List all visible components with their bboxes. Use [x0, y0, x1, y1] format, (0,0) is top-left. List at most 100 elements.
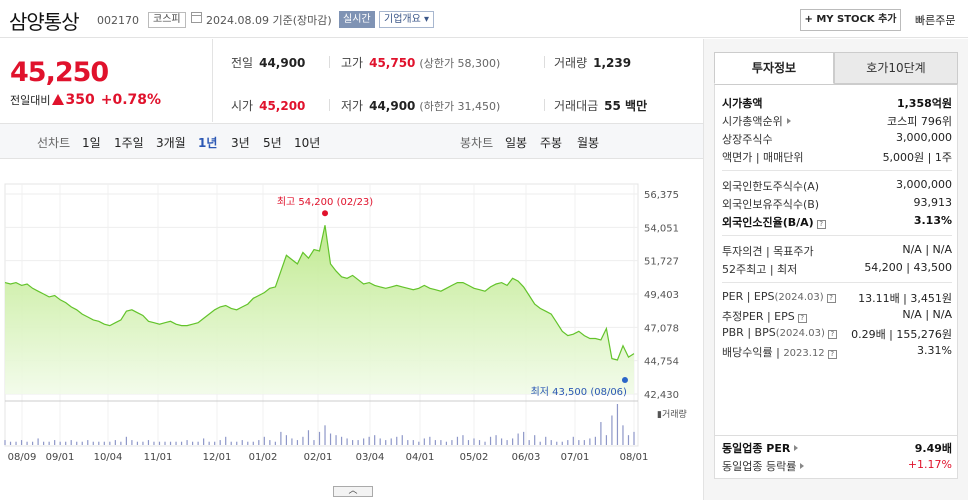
info-row: 배당수익률 | 2023.12? 3.31% [722, 344, 952, 362]
change-value: 350 [65, 92, 95, 108]
help-icon[interactable]: ? [816, 220, 826, 229]
x-tick-label: 01/02 [249, 452, 278, 463]
volume-bar [15, 441, 17, 445]
volume-bar [302, 436, 304, 445]
volume-bar [379, 438, 381, 445]
low-label: 최저 43,500 (08/06) [531, 386, 627, 398]
stat-high: 고가 45,750 (상한가 58,300) [341, 56, 501, 70]
tab-3m[interactable]: 3개월 [156, 136, 186, 150]
tab-5y[interactable]: 5년 [263, 136, 282, 150]
volume-bar [583, 440, 585, 445]
chart-resize-handle[interactable]: ︿ [333, 486, 373, 497]
info-row-label: 외국인소진율(B/A)? [722, 214, 826, 230]
info-row: 외국인보유주식수(B) 93,913 [722, 196, 952, 214]
help-icon[interactable]: ? [797, 314, 807, 323]
help-icon[interactable]: ? [827, 350, 837, 359]
realtime-button[interactable]: 실시간 [339, 11, 375, 28]
corp-info-dropdown[interactable]: 기업개요 ▾ [379, 11, 434, 28]
tab-daily[interactable]: 일봉 [505, 136, 528, 150]
volume-bar [445, 441, 448, 445]
info-row-value: 93,913 [913, 196, 953, 209]
volume-bar [633, 431, 635, 445]
tab-weekly[interactable]: 주봉 [540, 136, 563, 150]
volume-bar [219, 440, 221, 445]
volume-label: ▮거래량 [657, 408, 687, 420]
tab-1y[interactable]: 1년 [198, 136, 218, 150]
arrow-right-icon[interactable] [800, 463, 805, 469]
info-row-label: 외국인보유주식수(B) [722, 198, 820, 211]
quick-order-link[interactable]: 빠른주문 [915, 14, 956, 27]
volume-bar [556, 441, 558, 445]
volume-bar [418, 441, 420, 445]
info-row-value: 1,358억원 [896, 97, 952, 110]
info-row: 외국인한도주식수(A) 3,000,000 [722, 178, 952, 196]
volume-bar [324, 425, 326, 445]
y-tick-label: 42,430 [644, 390, 679, 401]
x-tick-label: 10/04 [94, 452, 123, 463]
help-icon[interactable]: ? [827, 330, 837, 339]
market-badge: 코스피 [148, 12, 186, 28]
volume-bar [429, 436, 431, 445]
volume-bar [407, 440, 409, 445]
volume-bar [462, 435, 464, 445]
volume-bar [578, 440, 580, 445]
volume-bar [627, 435, 630, 445]
volume-bar [54, 440, 56, 445]
sector-info-body: 동일업종 PER 9.49배 동일업종 등락률 +1.17% [714, 435, 958, 479]
volume-bar [346, 438, 348, 445]
info-row-value: 0.29배 | 155,276원 [851, 328, 952, 341]
volume-bar [478, 440, 481, 445]
volume-bar [600, 422, 602, 445]
volume-bar [340, 436, 343, 445]
volume-bar [92, 441, 94, 445]
y-tick-label: 56,375 [644, 190, 679, 201]
tab-1w[interactable]: 1주일 [114, 136, 144, 150]
stat-low: 저가 44,900 (하한가 31,450) [341, 99, 501, 113]
arrow-right-icon[interactable] [786, 118, 791, 124]
calendar-icon [191, 12, 202, 23]
info-tabs: 투자정보 호가10단계 [714, 52, 958, 84]
info-row: 외국인소진율(B/A)? 3.13% [722, 214, 952, 232]
info-row: PER | EPS(2024.03)? 13.11배 | 3,451원 [722, 290, 952, 308]
divider [722, 170, 952, 171]
volume-bar [440, 440, 442, 445]
tab-3y[interactable]: 3년 [231, 136, 250, 150]
volume-bar [31, 441, 34, 445]
volume-bar [357, 440, 359, 445]
volume-bar [605, 435, 608, 445]
tab-monthly[interactable]: 월봉 [577, 136, 600, 150]
info-row: 투자의견 | 목표주가 N/A | N/A [722, 243, 952, 261]
tab-orderbook[interactable]: 호가10단계 [834, 52, 958, 84]
tab-1d[interactable]: 1일 [82, 136, 101, 150]
price-chart: 56,375 54,051 51,727 49,403 47,078 44,754 42,4… [0, 160, 703, 500]
tab-10y[interactable]: 10년 [294, 136, 321, 150]
volume-bar [512, 438, 514, 445]
help-icon[interactable]: ? [826, 294, 836, 303]
volume-bar [335, 435, 337, 445]
info-row: 동일업종 등락률 +1.17% [722, 458, 952, 476]
tab-invest-info[interactable]: 투자정보 [714, 52, 834, 84]
arrow-right-icon[interactable] [794, 445, 799, 451]
volume-bar [561, 441, 563, 445]
volume-bar [396, 436, 398, 445]
volume-bar [385, 440, 387, 445]
volume-bar [70, 440, 72, 445]
volume-bar [550, 440, 552, 445]
add-mystock-button[interactable]: + MY STOCK 추가 [800, 9, 901, 31]
high-label: 최고 54,200 (02/23) [277, 196, 373, 208]
volume-bar [280, 431, 282, 445]
x-tick-label: 08/01 [620, 452, 649, 463]
volume-bar [594, 436, 596, 445]
invest-info-body: 시가총액 1,358억원 시가총액순위 코스피 796위 상장주식수 3,000,000 액… [714, 84, 958, 439]
info-row-label: 동일업종 PER [722, 440, 799, 456]
x-tick-label: 02/01 [304, 452, 333, 463]
volume-bar [147, 440, 150, 445]
volume-bar [489, 436, 492, 445]
divider [722, 282, 952, 283]
volume-bar [374, 435, 376, 445]
volume-bar [291, 438, 293, 445]
info-row: 상장주식수 3,000,000 [722, 131, 952, 149]
volume-bar [534, 435, 536, 445]
price-chart-svg: 56,375 54,051 51,727 49,403 47,078 44,754 42,4… [4, 183, 687, 463]
y-tick-label: 44,754 [644, 357, 679, 368]
